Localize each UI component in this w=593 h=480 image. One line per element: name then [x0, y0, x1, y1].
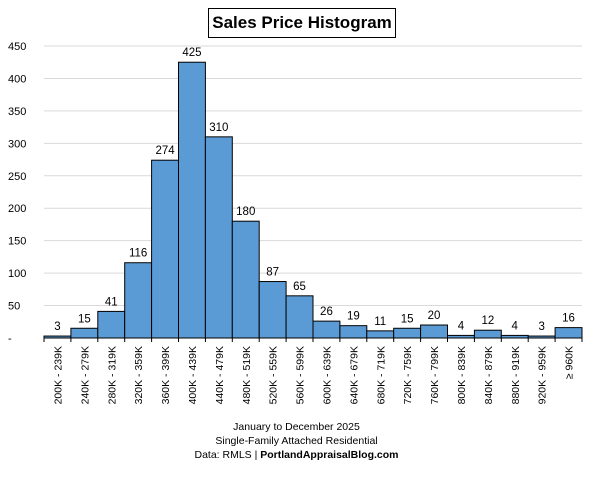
bar: [204, 136, 233, 339]
bar: [420, 324, 449, 339]
y-tick-label: 150: [8, 236, 26, 248]
bar: [124, 262, 153, 339]
y-tick-label: 300: [8, 138, 26, 150]
x-tick-label: 400K - 439K: [187, 346, 199, 404]
footer-source-prefix: Data: RMLS |: [194, 449, 261, 461]
x-tick-label: 240K - 279K: [79, 346, 91, 404]
data-label: 19: [347, 311, 360, 323]
y-tick-label: 400: [8, 73, 26, 85]
data-label: 26: [320, 306, 333, 318]
data-label: 15: [78, 313, 91, 325]
data-label: 3: [54, 321, 60, 333]
footer-property-type: Single-Family Attached Residential: [215, 435, 378, 447]
x-tick-label: 200K - 239K: [52, 346, 64, 404]
data-label: 180: [236, 206, 255, 218]
x-tick-label: 640K - 679K: [348, 346, 360, 404]
y-tick-label: 350: [8, 106, 26, 118]
footer-date-range: January to December 2025: [233, 421, 360, 433]
data-label: 3: [538, 321, 544, 333]
x-tick-label: 600K - 639K: [321, 346, 333, 404]
x-tick-label: 440K - 479K: [214, 346, 226, 404]
bar: [151, 159, 180, 339]
data-label: 4: [512, 320, 519, 332]
footer-source-site: PortlandAppraisalBlog.com: [260, 449, 399, 461]
data-label: 11: [374, 316, 386, 328]
data-label: 274: [155, 145, 175, 157]
data-label: 4: [458, 320, 465, 332]
x-tick-label: 920K - 959K: [537, 346, 549, 404]
y-tick-label: 50: [8, 301, 20, 313]
x-tick-label: 800K - 839K: [456, 346, 468, 404]
y-tick-label: -: [8, 333, 12, 345]
bar: [178, 61, 206, 339]
x-tick-label: 280K - 319K: [106, 346, 118, 404]
y-tick-label: 250: [8, 171, 26, 183]
data-label: 12: [481, 315, 494, 327]
x-tick-label: 480K - 519K: [241, 346, 253, 404]
x-tick-label: 520K - 559K: [268, 346, 280, 404]
data-label: 310: [209, 122, 228, 134]
data-label: 65: [293, 281, 306, 293]
x-tick-label: 760K - 799K: [429, 346, 441, 404]
bar: [285, 295, 314, 339]
x-tick-label: 320K - 359K: [133, 346, 145, 404]
bar: [258, 281, 287, 339]
data-label: 15: [401, 313, 414, 325]
bar: [554, 327, 583, 339]
footer-source: Data: RMLS | PortlandAppraisalBlog.com: [0, 448, 593, 462]
x-tick-label: 840K - 879K: [483, 346, 495, 404]
bar: [393, 327, 422, 339]
x-tick-label: ≥ 960K: [564, 346, 576, 379]
x-tick-label: 880K - 919K: [510, 346, 522, 404]
bar: [231, 220, 260, 339]
bar: [473, 329, 502, 339]
x-tick-label: 560K - 599K: [295, 346, 307, 404]
x-tick-label: 360K - 399K: [160, 346, 172, 404]
data-label: 425: [182, 47, 201, 59]
data-label: 116: [129, 248, 147, 260]
chart-title: Sales Price Histogram: [208, 8, 396, 38]
x-tick-label: 680K - 719K: [375, 346, 387, 404]
x-tick-label: 720K - 759K: [402, 346, 414, 404]
y-tick-label: 100: [8, 268, 26, 280]
y-tick-label: 200: [8, 203, 26, 215]
bar: [339, 325, 368, 339]
bar: [312, 320, 341, 339]
bar: [97, 310, 126, 339]
y-tick-label: 450: [8, 41, 26, 53]
bar: [366, 330, 395, 339]
data-label: 87: [266, 267, 279, 279]
data-label: 41: [105, 296, 118, 308]
bar: [70, 327, 99, 339]
data-label: 16: [562, 313, 575, 325]
data-label: 20: [428, 310, 441, 322]
